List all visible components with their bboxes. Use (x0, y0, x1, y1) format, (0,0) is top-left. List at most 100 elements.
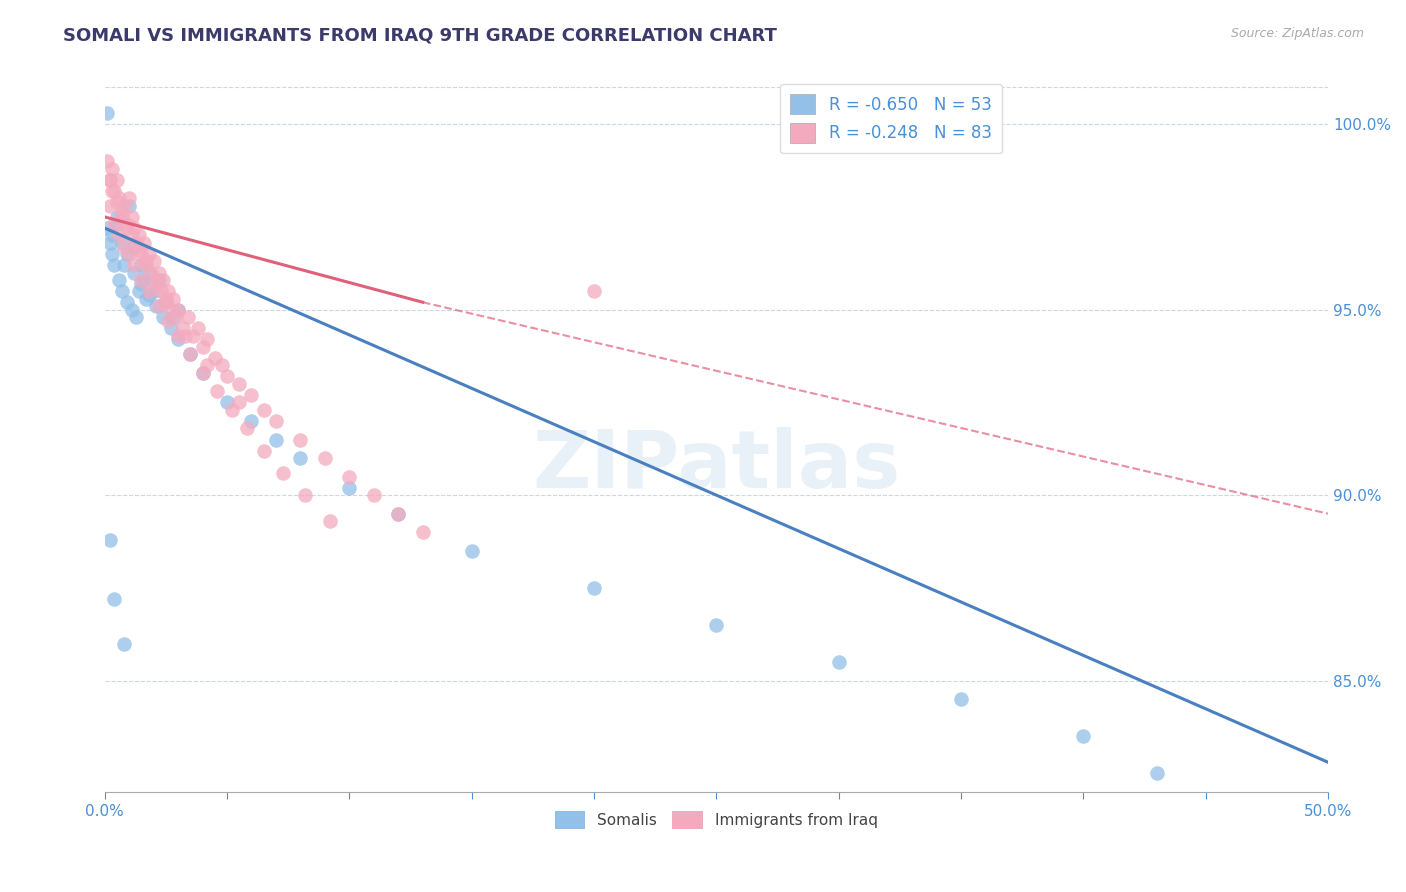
Point (159, 321, 181, 335)
Point (115, 217, 138, 231)
Point (337, 469, 360, 483)
Point (204, 351, 226, 365)
Point (125, 235, 148, 250)
Point (179, 347, 201, 361)
Point (135, 258, 157, 272)
Point (121, 302, 143, 317)
Point (207, 384, 229, 399)
Point (290, 433, 312, 447)
Point (131, 258, 153, 272)
Point (111, 235, 134, 250)
Point (111, 210, 134, 224)
Point (181, 328, 204, 343)
Point (118, 247, 141, 261)
Text: Source: ZipAtlas.com: Source: ZipAtlas.com (1230, 27, 1364, 40)
Point (155, 295, 177, 310)
Point (108, 191, 131, 205)
Point (131, 277, 153, 291)
Point (135, 292, 157, 306)
Point (105, 217, 128, 231)
Point (132, 273, 155, 287)
Point (157, 284, 180, 298)
Point (314, 451, 336, 466)
Point (337, 481, 360, 495)
Point (148, 266, 170, 280)
Legend: Somalis, Immigrants from Iraq: Somalis, Immigrants from Iraq (548, 805, 884, 835)
Point (412, 525, 434, 540)
Point (191, 366, 214, 380)
Point (950, 692, 973, 706)
Point (128, 228, 150, 243)
Point (290, 451, 312, 466)
Point (162, 310, 184, 324)
Point (128, 284, 150, 298)
Point (111, 284, 134, 298)
Point (142, 254, 165, 268)
Point (108, 273, 131, 287)
Point (101, 228, 124, 243)
Point (103, 184, 125, 198)
Point (187, 321, 209, 335)
Point (122, 266, 145, 280)
Point (103, 592, 125, 607)
Point (215, 369, 238, 384)
Point (101, 247, 124, 261)
Point (387, 507, 409, 521)
Point (148, 273, 170, 287)
Point (264, 414, 287, 428)
Point (363, 488, 385, 502)
Point (118, 191, 141, 205)
Point (138, 288, 160, 302)
Point (253, 443, 276, 458)
Point (172, 321, 194, 335)
Point (157, 314, 180, 328)
Point (706, 618, 728, 632)
Y-axis label: 9th Grade: 9th Grade (0, 392, 7, 469)
Point (145, 299, 167, 313)
Point (152, 310, 174, 324)
Point (122, 239, 145, 253)
Point (115, 247, 138, 261)
Point (115, 295, 138, 310)
Point (159, 302, 181, 317)
Point (215, 395, 238, 409)
Point (101, 184, 124, 198)
Point (105, 210, 128, 224)
Point (142, 284, 165, 298)
Point (177, 310, 200, 324)
Point (167, 328, 190, 343)
Point (167, 302, 190, 317)
Point (167, 302, 190, 317)
Point (179, 347, 201, 361)
Point (96, 154, 118, 169)
Point (155, 292, 177, 306)
Point (253, 402, 276, 417)
Point (98, 235, 121, 250)
Point (103, 258, 125, 272)
Point (105, 195, 128, 210)
Point (118, 199, 141, 213)
Point (138, 247, 160, 261)
Point (264, 433, 287, 447)
Point (174, 328, 197, 343)
Point (101, 161, 124, 176)
Point (96, 106, 118, 120)
Point (135, 254, 157, 268)
Point (271, 466, 294, 480)
Point (461, 544, 484, 558)
Point (128, 244, 150, 258)
Point (191, 366, 214, 380)
Point (828, 655, 851, 669)
Point (155, 295, 177, 310)
Text: SOMALI VS IMMIGRANTS FROM IRAQ 9TH GRADE CORRELATION CHART: SOMALI VS IMMIGRANTS FROM IRAQ 9TH GRADE… (63, 27, 778, 45)
Point (191, 340, 214, 354)
Point (131, 247, 153, 261)
Point (141, 266, 163, 280)
Point (103, 217, 125, 231)
Point (1146, 766, 1168, 780)
Point (112, 239, 135, 253)
Point (112, 636, 135, 650)
Point (319, 514, 342, 528)
Point (197, 332, 219, 346)
Point (122, 258, 145, 272)
